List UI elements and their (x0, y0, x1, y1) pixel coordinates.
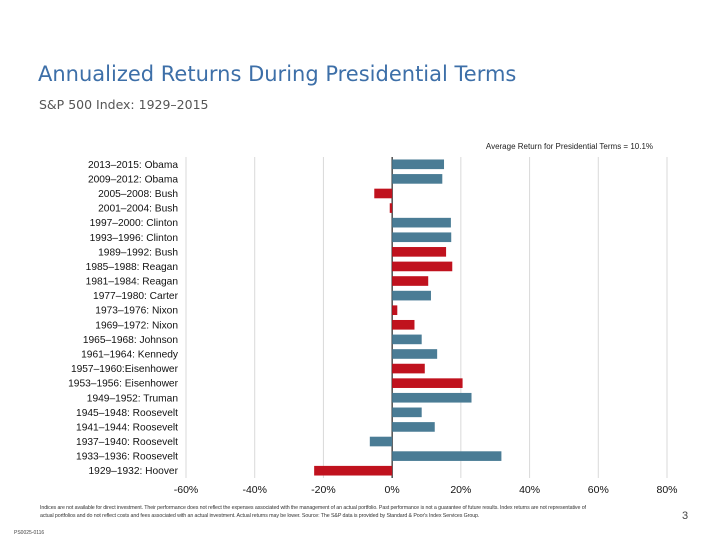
bar-2 (374, 188, 393, 199)
tick-label-3: 0% (385, 484, 400, 496)
bar-4 (392, 217, 451, 228)
bar-17 (392, 407, 422, 418)
tick-label-7: 80% (656, 484, 677, 496)
category-label-5: 1993–1996: Clinton (90, 233, 178, 244)
bar-12 (392, 334, 422, 345)
bar-3 (389, 203, 393, 213)
category-label-21: 1929–1932: Hoover (89, 466, 179, 477)
category-label-8: 1981–1984: Reagan (86, 277, 178, 288)
category-label-4: 1997–2000: Clinton (90, 218, 178, 229)
category-label-10: 1973–1976: Nixon (95, 306, 178, 317)
tick-label-2: -20% (311, 484, 336, 496)
category-label-7: 1985–1988: Reagan (86, 262, 178, 273)
bar-5 (392, 232, 452, 243)
bar-9 (392, 290, 431, 301)
category-label-15: 1953–1956: Eisenhower (68, 379, 178, 390)
tick-label-4: 20% (450, 484, 471, 496)
document-code: PS0025-0116 (14, 530, 45, 536)
tick-label-6: 60% (588, 484, 609, 496)
slide-subtitle: S&P 500 Index: 1929–2015 (39, 97, 209, 112)
tick-label-1: -40% (242, 484, 267, 496)
bar-18 (392, 422, 435, 432)
bar-11 (392, 319, 415, 330)
category-label-17: 1945–1948: Roosevelt (76, 408, 178, 419)
bar-0 (392, 159, 445, 170)
tick-label-5: 40% (519, 484, 540, 496)
bar-10 (392, 305, 398, 316)
category-label-18: 1941–1944: Roosevelt (76, 422, 178, 433)
page-number: 3 (682, 510, 689, 522)
bar-1 (392, 174, 443, 184)
category-label-13: 1961–1964: Kennedy (81, 349, 179, 360)
bar-19 (369, 436, 393, 447)
category-label-2: 2005–2008: Bush (98, 189, 178, 200)
disclaimer-footnote: Indices are not available for direct inv… (40, 505, 586, 519)
category-label-0: 2013–2015: Obama (88, 160, 178, 171)
category-label-9: 1977–1980: Carter (93, 291, 179, 302)
category-label-3: 2001–2004: Bush (98, 204, 178, 215)
bar-13 (392, 349, 438, 359)
bar-6 (392, 247, 447, 257)
bar-15 (392, 378, 463, 388)
bars (314, 159, 502, 476)
category-label-19: 1937–1940: Roosevelt (76, 437, 178, 448)
x-axis-ticks: -60% -40% -20% 0% 20% 40% 60% 80% (174, 484, 678, 496)
category-label-14: 1957–1960:Eisenhower (71, 364, 179, 375)
category-label-12: 1965–1968: Johnson (83, 335, 178, 346)
category-label-6: 1989–1992: Bush (98, 247, 178, 258)
bar-14 (392, 363, 425, 374)
bar-20 (392, 451, 502, 461)
category-label-11: 1969–1972: Nixon (95, 320, 178, 331)
tick-label-0: -60% (174, 484, 199, 496)
bar-7 (392, 261, 453, 272)
bar-16 (392, 392, 472, 403)
category-label-1: 2009–2012: Obama (88, 174, 178, 185)
bar-21 (314, 465, 393, 476)
category-label-16: 1949–1952: Truman (87, 393, 178, 404)
bar-8 (392, 276, 429, 286)
slide-title: Annualized Returns During Presidential T… (38, 62, 517, 86)
presidential-returns-chart: 2013–2015: Obama 2009–2012: Obama 2005–200… (68, 142, 678, 496)
category-labels: 2013–2015: Obama 2009–2012: Obama 2005–200… (68, 160, 179, 477)
category-label-20: 1933–1936: Roosevelt (76, 452, 178, 463)
average-return-annotation: Average Return for Presidential Terms = … (486, 142, 653, 151)
